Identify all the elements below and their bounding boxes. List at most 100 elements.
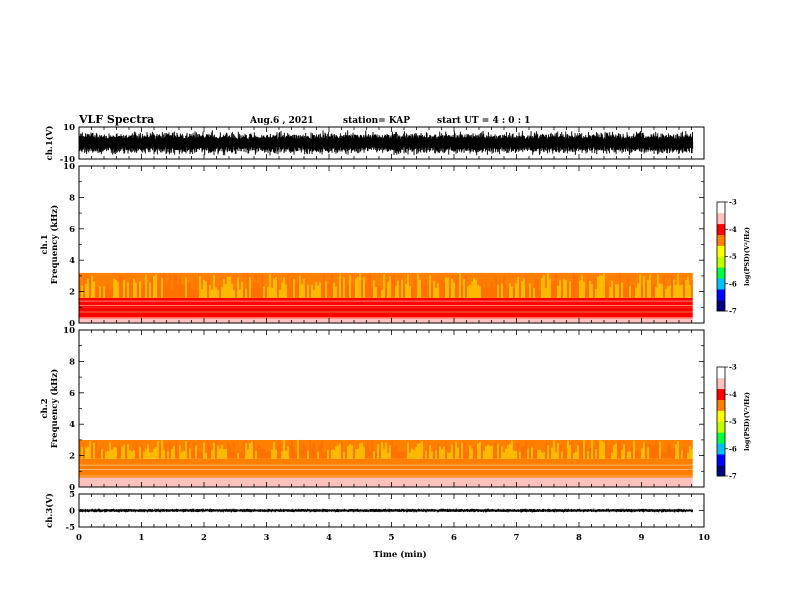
spectrogram-texture bbox=[505, 167, 507, 273]
spectrogram-texture bbox=[471, 167, 473, 273]
spectrogram-texture bbox=[269, 274, 271, 298]
spectrogram-texture bbox=[379, 452, 381, 459]
spectrogram-texture bbox=[497, 443, 499, 459]
spectrogram-texture bbox=[519, 451, 521, 459]
spectrogram-texture bbox=[539, 450, 541, 459]
spectrogram-texture bbox=[409, 452, 411, 459]
spectrogram-texture bbox=[353, 331, 355, 440]
spectrogram-texture bbox=[281, 451, 283, 459]
spectrogram-texture bbox=[123, 444, 125, 459]
spectrogram-texture bbox=[593, 278, 595, 298]
spectrogram-texture bbox=[93, 281, 95, 298]
spectrogram-texture bbox=[459, 273, 461, 298]
spectrogram-texture bbox=[685, 167, 687, 273]
spectrogram-texture bbox=[389, 276, 391, 298]
spectrogram-texture bbox=[125, 167, 127, 273]
spectrogram-texture bbox=[525, 441, 527, 459]
spectrogram-texture bbox=[449, 331, 451, 440]
spectrogram-texture bbox=[319, 445, 321, 459]
spectrogram-texture bbox=[379, 167, 381, 273]
spectrogram-texture bbox=[359, 273, 361, 298]
spectrogram-texture bbox=[323, 453, 325, 459]
spectrogram-texture bbox=[493, 167, 495, 273]
spectrogram-texture bbox=[569, 167, 571, 273]
spectrogram-texture bbox=[359, 167, 361, 273]
spectrogram-texture bbox=[307, 450, 309, 459]
spectrogram-texture bbox=[505, 448, 507, 459]
spectrogram-texture bbox=[183, 167, 185, 273]
spectrogram-texture bbox=[457, 274, 459, 298]
spectrogram-texture bbox=[219, 285, 221, 298]
spectrogram-texture bbox=[577, 283, 579, 298]
spectrogram-texture bbox=[113, 446, 115, 459]
spectrogram-texture bbox=[255, 331, 257, 440]
spectrogram-texture bbox=[371, 331, 373, 440]
spectrogram-texture bbox=[165, 284, 167, 298]
spectrogram-texture bbox=[649, 274, 651, 298]
spectrogram-texture bbox=[349, 444, 351, 459]
spectrogram-texture bbox=[371, 167, 373, 273]
spectrogram-texture bbox=[355, 278, 357, 298]
spectrogram-texture bbox=[615, 167, 617, 273]
spectrogram-texture bbox=[545, 443, 547, 459]
spectrogram-texture bbox=[453, 331, 455, 440]
spectrogram-texture bbox=[465, 331, 467, 440]
spectrogram-texture bbox=[443, 167, 445, 273]
y-tick-label: 10 bbox=[63, 162, 75, 172]
spectrogram-texture bbox=[115, 279, 117, 298]
spectrogram-texture bbox=[219, 167, 221, 273]
spectrogram-texture bbox=[593, 331, 595, 440]
spectrogram-texture bbox=[303, 279, 305, 298]
spectrogram-texture bbox=[633, 285, 635, 298]
spectrogram-texture bbox=[215, 331, 217, 440]
spectrogram-texture bbox=[589, 331, 591, 440]
spectrogram-texture bbox=[567, 282, 569, 298]
spectrogram-texture bbox=[141, 288, 143, 298]
spectrogram-texture bbox=[289, 444, 291, 459]
spectrogram-texture bbox=[467, 447, 469, 459]
spectrogram-texture bbox=[83, 276, 85, 298]
spectrogram-texture bbox=[193, 167, 195, 273]
spectrogram-texture bbox=[275, 331, 277, 440]
spectrogram-texture bbox=[511, 331, 513, 440]
spectrogram-texture bbox=[117, 167, 119, 273]
x-tick-label: 1 bbox=[139, 533, 145, 543]
spectrogram-texture bbox=[79, 167, 81, 273]
spectrogram-texture bbox=[453, 282, 455, 298]
spectrogram-texture bbox=[97, 167, 99, 273]
spectrogram-texture bbox=[569, 281, 571, 298]
spectrogram-texture bbox=[183, 331, 185, 440]
spectrogram-texture bbox=[259, 288, 261, 298]
spectrogram-texture bbox=[679, 285, 681, 298]
spectrogram-texture bbox=[643, 167, 645, 273]
spectrogram-texture bbox=[209, 446, 211, 459]
spectrogram-texture bbox=[391, 167, 393, 273]
spectrogram-texture bbox=[497, 331, 499, 440]
spectrogram-texture bbox=[621, 282, 623, 298]
spectrogram-texture bbox=[397, 280, 399, 298]
spectrogram-texture bbox=[181, 331, 183, 440]
spectrogram-texture bbox=[95, 440, 97, 459]
spectrogram-texture bbox=[529, 167, 531, 273]
spectrogram-texture bbox=[259, 445, 261, 459]
spectrogram-texture bbox=[691, 331, 693, 440]
spectrogram-texture bbox=[415, 331, 417, 440]
colorbar-tick-label: -7 bbox=[729, 472, 737, 481]
spectrogram-texture bbox=[423, 285, 425, 298]
spectrogram-texture bbox=[245, 442, 247, 459]
spectrogram-texture bbox=[423, 167, 425, 273]
spectrogram-texture bbox=[251, 287, 253, 298]
spectrogram-texture bbox=[189, 331, 191, 440]
spectrogram-texture bbox=[203, 280, 205, 298]
spectrogram-texture bbox=[309, 331, 311, 440]
spectrogram-texture bbox=[569, 444, 571, 459]
spectrogram-texture bbox=[491, 331, 493, 440]
y-tick-label: -10 bbox=[60, 155, 75, 165]
spectrogram-texture bbox=[367, 167, 369, 273]
spectrogram-texture bbox=[387, 453, 389, 459]
spectrogram-texture bbox=[131, 451, 133, 459]
spectrogram-texture bbox=[401, 167, 403, 273]
spectrogram-texture bbox=[517, 442, 519, 459]
spectrogram-texture bbox=[527, 167, 529, 273]
spectrogram-texture bbox=[653, 284, 655, 298]
